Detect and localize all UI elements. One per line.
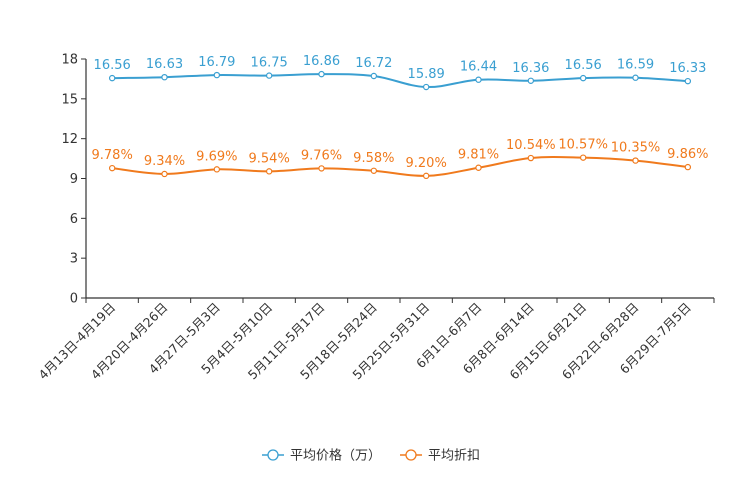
data-point[interactable] (579, 154, 587, 161)
data-label: 10.35% (611, 141, 661, 156)
data-label: 16.36 (512, 61, 549, 76)
data-label: 9.81% (458, 148, 499, 163)
data-point[interactable] (108, 74, 116, 82)
data-point[interactable] (684, 77, 692, 85)
data-point[interactable] (422, 172, 430, 180)
data-point[interactable] (265, 168, 273, 175)
data-label: 16.75 (251, 56, 288, 71)
data-point[interactable] (108, 164, 116, 172)
data-point[interactable] (579, 74, 587, 82)
x-axis: 4月13日-4月19日4月20日-4月26日4月27日-5月3日5月4日-5月1… (35, 297, 715, 382)
y-tick-label: 12 (61, 132, 78, 147)
data-label: 9.69% (196, 149, 237, 164)
data-point[interactable] (213, 166, 221, 173)
y-tick-label: 9 (70, 172, 78, 187)
data-point[interactable] (370, 167, 378, 174)
data-label: 10.54% (506, 138, 556, 153)
data-point[interactable] (527, 154, 535, 162)
legend-marker-icon (405, 449, 417, 461)
data-point[interactable] (527, 77, 535, 84)
y-tick-label: 3 (70, 252, 78, 267)
data-point[interactable] (632, 157, 639, 164)
legend-item-1[interactable]: 平均价格（万） (262, 448, 381, 464)
data-label: 10.57% (558, 138, 608, 153)
data-label: 16.79 (198, 55, 235, 70)
data-label: 9.76% (301, 148, 342, 163)
data-label: 16.44 (460, 60, 497, 75)
legend-marker-icon (267, 449, 279, 461)
data-point[interactable] (475, 76, 482, 83)
data-label: 9.20% (406, 156, 447, 171)
legend-label: 平均价格（万） (290, 448, 381, 464)
data-point[interactable] (213, 71, 221, 79)
data-label: 16.59 (617, 58, 654, 73)
data-label: 16.33 (669, 61, 706, 76)
data-point[interactable] (475, 164, 482, 171)
data-label: 9.34% (144, 154, 185, 169)
data-label: 15.89 (408, 67, 445, 82)
data-point[interactable] (318, 70, 325, 78)
series-line (112, 73, 688, 89)
series-1: 16.56 16.63 16.79 16.75 16.86 16.72 15.89 16.44… (94, 54, 706, 91)
data-point[interactable] (684, 163, 692, 171)
data-label: 9.58% (353, 151, 394, 166)
data-point[interactable] (265, 72, 273, 79)
data-point[interactable] (161, 73, 168, 81)
data-point[interactable] (318, 165, 325, 172)
legend[interactable]: 平均价格（万） 平均折扣 (262, 448, 480, 464)
y-axis: 0 3 6 9 12 15 18 (61, 53, 87, 307)
y-tick-label: 0 (70, 292, 78, 307)
data-point[interactable] (632, 74, 639, 81)
data-label: 9.54% (249, 151, 290, 166)
data-label: 16.56 (94, 58, 131, 73)
data-label: 16.72 (355, 56, 392, 71)
y-tick-label: 18 (61, 53, 78, 68)
data-point[interactable] (422, 83, 430, 91)
data-label: 16.63 (146, 57, 183, 72)
data-point[interactable] (161, 170, 168, 178)
data-label: 16.86 (303, 54, 340, 69)
legend-label: 平均折扣 (428, 449, 480, 464)
data-label: 16.56 (565, 58, 602, 73)
legend-item-2[interactable]: 平均折扣 (400, 449, 480, 464)
y-tick-label: 15 (61, 92, 78, 107)
data-label: 9.78% (92, 148, 133, 163)
series-2: 9.78% 9.34% 9.69% 9.54% 9.76% 9.58% 9.20% 9.81%… (92, 138, 708, 180)
y-tick-label: 6 (70, 212, 78, 227)
series-layer: 16.56 16.63 16.79 16.75 16.86 16.72 15.89 16.44… (92, 54, 708, 180)
data-label: 9.86% (667, 147, 708, 162)
data-point[interactable] (370, 72, 378, 80)
series-line (112, 156, 688, 177)
